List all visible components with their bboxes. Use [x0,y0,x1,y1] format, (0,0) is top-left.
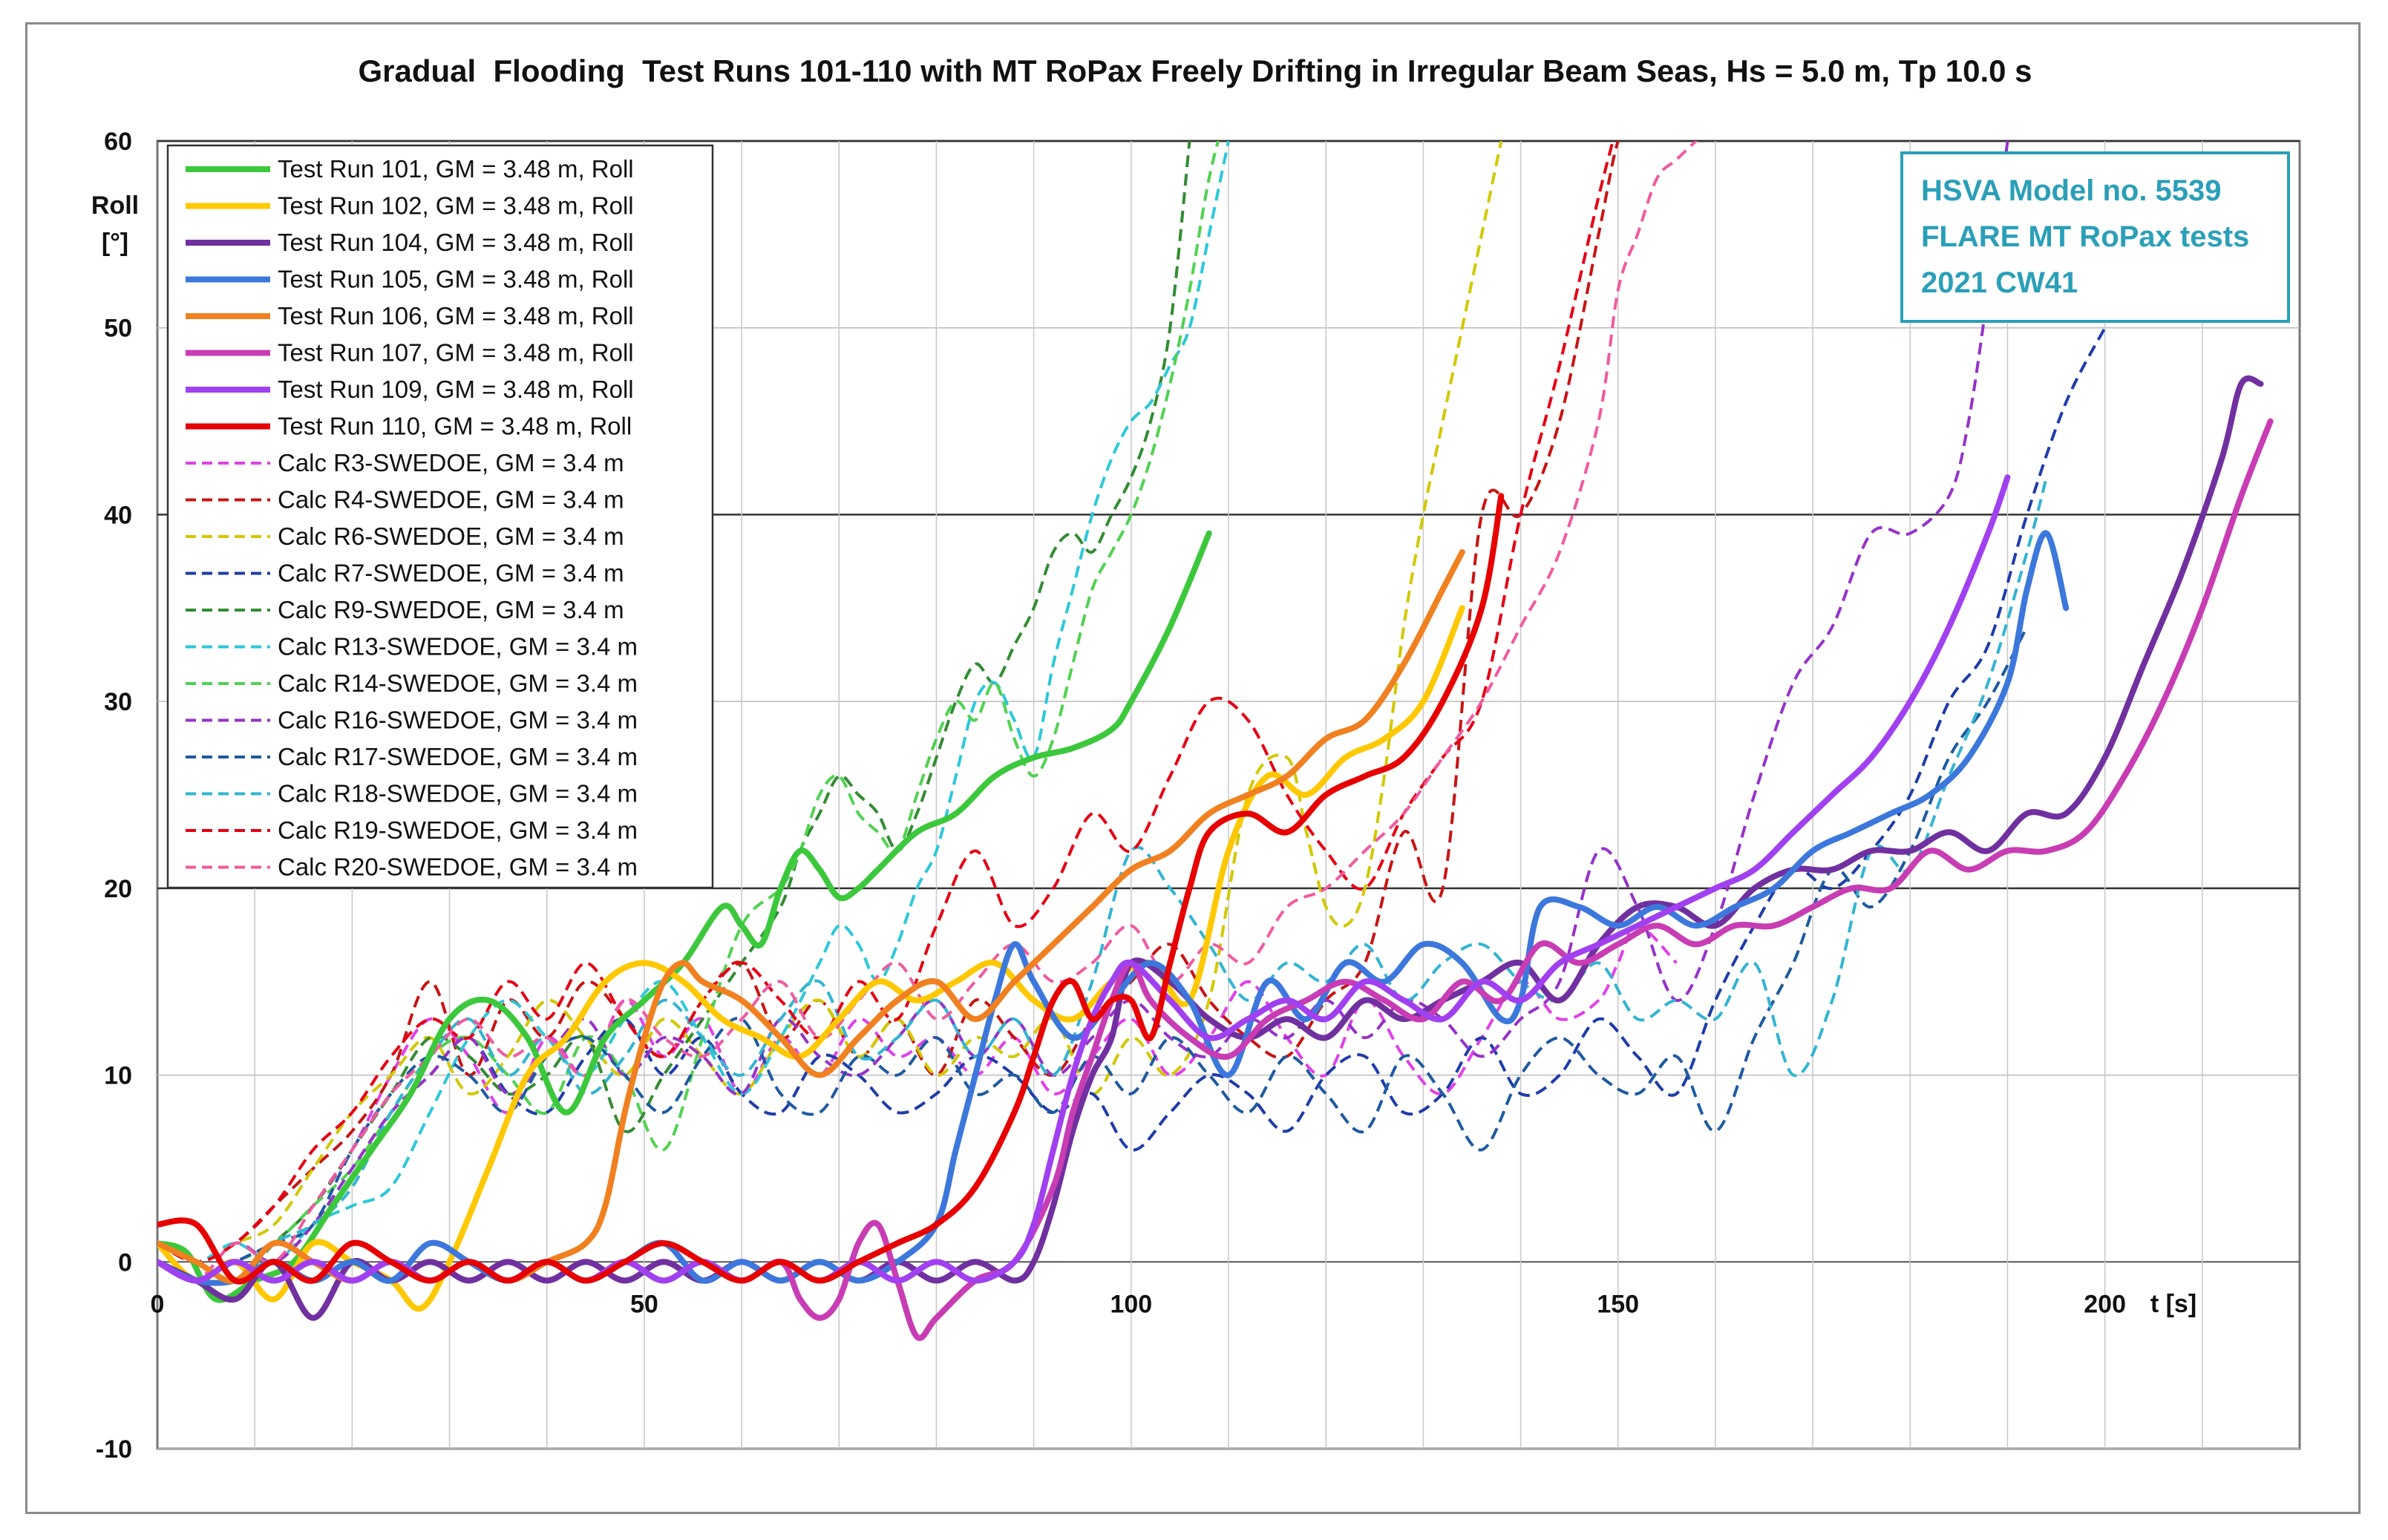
legend-label: Test Run 109, GM = 3.48 m, Roll [278,376,634,403]
legend-entry: Calc R20-SWEDOE, GM = 3.4 m [186,853,638,881]
x-tick-label: 200 [2084,1290,2126,1318]
legend-label: Test Run 110, GM = 3.48 m, Roll [278,413,632,440]
x-tick-label: 0 [151,1290,165,1318]
y-tick-label: 20 [104,875,132,903]
series-line-1 [157,530,1212,1303]
legend-label: Test Run 106, GM = 3.48 m, Roll [278,302,634,330]
legend-label: Test Run 102, GM = 3.48 m, Roll [278,192,634,220]
legend-label: Calc R6-SWEDOE, GM = 3.4 m [278,522,624,550]
legend-entry: Calc R14-SWEDOE, GM = 3.4 m [186,669,638,697]
annotation-line-3: 2021 CW41 [1921,266,2078,299]
y-tick-label: 30 [104,688,132,716]
legend-entry: Calc R3-SWEDOE, GM = 3.4 m [186,449,624,476]
legend-label: Calc R18-SWEDOE, GM = 3.4 m [278,780,638,807]
legend-entry: Test Run 105, GM = 3.48 m, Roll [186,266,634,293]
legend-label: Calc R3-SWEDOE, GM = 3.4 m [278,449,624,476]
series-line-18 [157,476,2048,1283]
legend-entry: Test Run 104, GM = 3.48 m, Roll [186,229,634,256]
y-tick-label: 60 [104,128,132,156]
series-line-12 [157,327,2107,1282]
y-tick-label: 10 [104,1062,132,1090]
legend-entry: Calc R17-SWEDOE, GM = 3.4 m [186,743,638,770]
y-axis-label-line2: [°] [102,229,128,257]
legend-entry: Calc R13-SWEDOE, GM = 3.4 m [186,633,638,661]
x-tick-label: 50 [630,1290,658,1318]
legend-label: Calc R16-SWEDOE, GM = 3.4 m [278,707,638,734]
legend-entry: Calc R7-SWEDOE, GM = 3.4 m [186,560,624,587]
y-tick-label: -10 [96,1435,132,1464]
series-line-20 [157,141,1698,1282]
series-group [157,141,2274,1341]
series-line-19 [157,141,1615,1264]
legend-label: Test Run 104, GM = 3.48 m, Roll [278,229,634,256]
y-axis-label-line1: Roll [91,191,139,220]
legend-label: Test Run 101, GM = 3.48 m, Roll [278,155,634,183]
y-tick-label: 0 [118,1248,132,1277]
legend-label: Test Run 105, GM = 3.48 m, Roll [278,266,634,293]
annotation-line-2: FLARE MT RoPax tests [1921,220,2249,253]
chart-title: Gradual Flooding Test Runs 101-110 with … [358,53,2032,88]
legend-box [166,144,714,889]
legend-label: Calc R14-SWEDOE, GM = 3.4 m [278,669,638,697]
legend-label: Calc R4-SWEDOE, GM = 3.4 m [278,486,624,514]
legend-entry: Calc R4-SWEDOE, GM = 3.4 m [186,486,624,514]
series-line-16 [157,141,2009,1282]
legend-entry: Test Run 109, GM = 3.48 m, Roll [186,376,634,403]
y-tick-label: 40 [104,501,132,529]
legend-entry: Calc R16-SWEDOE, GM = 3.4 m [186,707,638,734]
legend-entry: Test Run 101, GM = 3.48 m, Roll [186,155,634,183]
legend-label: Calc R9-SWEDOE, GM = 3.4 m [278,596,624,623]
annotation-box: HSVA Model no. 5539 FLARE MT RoPax tests… [1900,151,2290,323]
series-line-8 [157,493,1505,1285]
x-tick-label: 150 [1597,1290,1639,1318]
legend-entry: Test Run 102, GM = 3.48 m, Roll [186,192,634,220]
legend-label: Calc R7-SWEDOE, GM = 3.4 m [278,560,624,587]
y-tick-labels: -10 0 10 20 30 40 50 60 [96,128,132,1464]
legend-entry: Test Run 107, GM = 3.48 m, Roll [186,339,634,367]
legend-label: Calc R19-SWEDOE, GM = 3.4 m [278,816,638,844]
legend-label: Test Run 107, GM = 3.48 m, Roll [278,339,634,367]
series-line-9 [157,924,1678,1283]
legend-entry: Test Run 106, GM = 3.48 m, Roll [186,302,634,330]
annotation-border [1900,151,2290,323]
y-tick-label: 50 [104,315,132,343]
legend-label: Calc R13-SWEDOE, GM = 3.4 m [278,633,638,661]
legend: Test Run 101, GM = 3.48 m, Roll Test Run … [166,144,714,889]
x-tick-label: 100 [1110,1290,1152,1318]
legend-entry: Calc R9-SWEDOE, GM = 3.4 m [186,596,624,623]
series-line-14 [157,141,1230,1264]
legend-entry: Calc R18-SWEDOE, GM = 3.4 m [186,780,638,807]
annotation-line-1: HSVA Model no. 5539 [1921,174,2222,207]
series-line-17 [157,626,2029,1282]
legend-label: Calc R17-SWEDOE, GM = 3.4 m [278,743,638,770]
x-tick-labels: 0 50 100 150 200 [151,1290,2126,1318]
legend-entry: Calc R19-SWEDOE, GM = 3.4 m [186,816,638,844]
legend-label: Calc R20-SWEDOE, GM = 3.4 m [278,853,638,881]
legend-entry: Calc R6-SWEDOE, GM = 3.4 m [186,522,624,550]
x-axis-label: t [s] [2150,1290,2196,1318]
legend-entry: Test Run 110, GM = 3.48 m, Roll [186,413,632,440]
